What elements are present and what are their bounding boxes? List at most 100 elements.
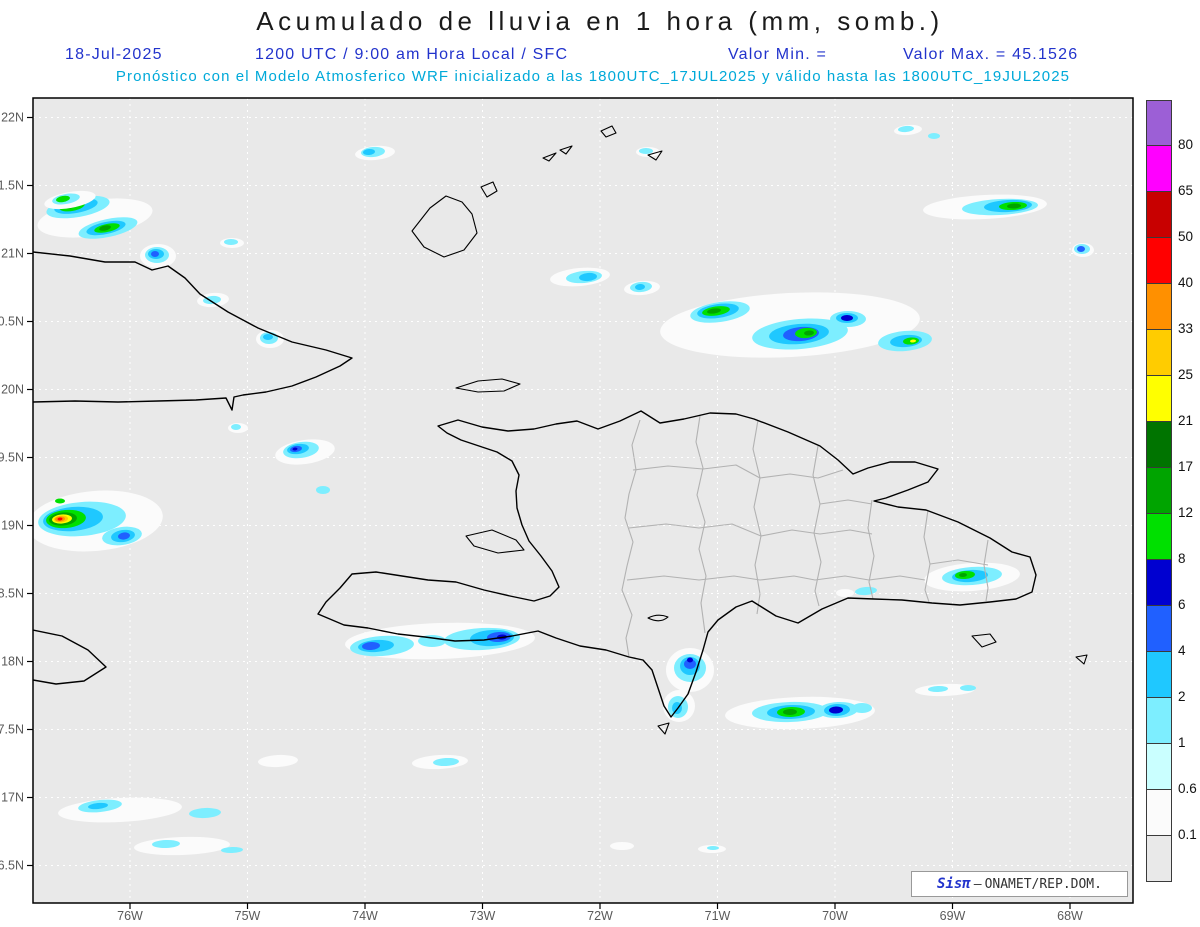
- precip-cell: [928, 133, 940, 139]
- precip-cell: [316, 486, 330, 494]
- province-borders: [621, 415, 989, 658]
- colorbar-box: [1146, 192, 1172, 238]
- precip-cell: [57, 517, 63, 521]
- precip-cell: [707, 308, 721, 314]
- lat-axis-label: 21N: [1, 247, 24, 261]
- axis-labels: 76W 75W 74W 73W 72W 71W 70W 69W 68W 22N 1.5N 21N 0.5…: [0, 111, 1083, 924]
- island-great-inagua: [411, 195, 478, 258]
- colorbar-box: [1146, 514, 1172, 560]
- valor-min-label: Valor Min. =: [728, 46, 828, 63]
- lon-axis-label: 76W: [117, 909, 143, 923]
- plot-border: [32, 97, 1134, 904]
- precip-cell: [433, 757, 459, 767]
- lat-axis-label: 22N: [1, 111, 24, 125]
- lon-axis-label: 68W: [1057, 909, 1083, 923]
- colorbar-label: 4: [1178, 643, 1186, 658]
- precip-cell: [418, 635, 446, 647]
- precip-cell: [263, 334, 273, 340]
- lat-axis-label: 6.5N: [0, 859, 24, 873]
- precip-cell: [118, 532, 130, 540]
- lat-axis-label: 19N: [1, 519, 24, 533]
- date-label: 18-Jul-2025: [65, 46, 163, 63]
- precip-cell: [687, 657, 693, 663]
- lon-axis-label: 75W: [235, 909, 261, 923]
- colorbar-box: [1146, 422, 1172, 468]
- precip-cell: [635, 283, 645, 291]
- island-mona: [1075, 654, 1088, 665]
- colorbar-box: [1146, 744, 1172, 790]
- province-line: [752, 419, 762, 615]
- colorbar-box: [1146, 836, 1172, 882]
- precip-cell: [841, 315, 853, 321]
- lon-axis-label: 73W: [470, 909, 496, 923]
- lon-axis-label: 74W: [352, 909, 378, 923]
- precip-cell: [151, 251, 159, 257]
- colorbar-box: [1146, 606, 1172, 652]
- credit-badge: Sisπ – ONAMET/REP.DOM.: [911, 871, 1128, 897]
- province-line: [695, 415, 707, 634]
- colorbar-box: [1146, 330, 1172, 376]
- colorbar-label: 0.1: [1178, 827, 1197, 842]
- colorbar: [1146, 100, 1172, 882]
- precip-cell: [231, 424, 241, 430]
- colorbar-label: 8: [1178, 551, 1186, 566]
- island-turks-caicos: [542, 125, 663, 162]
- precip-cell: [56, 195, 70, 203]
- colorbar-label: 80: [1178, 137, 1194, 152]
- precip-cell: [99, 225, 111, 231]
- precip-cell: [258, 754, 298, 768]
- lat-axis-label: 7.5N: [0, 723, 24, 737]
- precip-cell: [829, 706, 843, 714]
- coastline-jamaica: [33, 629, 107, 685]
- precip-cell: [1077, 246, 1085, 252]
- model-run-label: Pronóstico con el Modelo Atmosferico WRF…: [115, 68, 1071, 85]
- colorbar-box: [1146, 238, 1172, 284]
- precip-cell: [959, 572, 967, 578]
- coastlines: [33, 125, 1088, 735]
- colorbar-box: [1146, 652, 1172, 698]
- map-background: [33, 98, 1133, 903]
- colorbar-label: 33: [1178, 321, 1194, 336]
- colorbar-label: 0.6: [1178, 781, 1197, 796]
- lake-enriquillo: [647, 614, 669, 622]
- precip-cell: [203, 295, 221, 305]
- lat-axis-label: 1.5N: [0, 179, 24, 193]
- lat-axis-label: 20N: [1, 383, 24, 397]
- province-line: [632, 464, 761, 479]
- lon-axis-label: 69W: [940, 909, 966, 923]
- colorbar-box: [1146, 560, 1172, 606]
- colorbar-box: [1146, 284, 1172, 330]
- credit-text: ONAMET/REP.DOM.: [984, 876, 1102, 892]
- precip-cell: [362, 641, 380, 651]
- credit-dash: –: [973, 876, 982, 892]
- island-gonave: [465, 529, 525, 554]
- island-little-inagua: [480, 181, 498, 198]
- precip-cell: [610, 842, 634, 850]
- lon-axis-label: 71W: [705, 909, 731, 923]
- province-line: [983, 539, 989, 602]
- colorbar-label: 40: [1178, 275, 1194, 290]
- colorbar-box: [1146, 376, 1172, 422]
- precip-cell: [804, 330, 814, 336]
- precip-cell: [910, 339, 916, 343]
- coastline-cuba: [33, 251, 353, 411]
- border-haiti-dr: [621, 419, 641, 658]
- precip-cell: [221, 846, 243, 854]
- page-title: Acumulado de lluvia en 1 hora (mm, somb.…: [256, 6, 944, 36]
- colorbar-label: 2: [1178, 689, 1186, 704]
- precip-cell: [1007, 203, 1021, 209]
- colorbar-label: 21: [1178, 413, 1194, 428]
- colorbar-box: [1146, 468, 1172, 514]
- colorbar-label: 65: [1178, 183, 1194, 198]
- island-tortuga: [455, 378, 521, 393]
- precip-cell: [363, 148, 375, 156]
- lon-axis-label: 70W: [822, 909, 848, 923]
- colorbar-box: [1146, 790, 1172, 836]
- precip-cell: [684, 659, 696, 669]
- province-line: [626, 575, 926, 581]
- colorbar-label: 25: [1178, 367, 1194, 382]
- colorbar-box: [1146, 146, 1172, 192]
- sispi-logo: Sisπ: [937, 876, 971, 892]
- precip-cell: [292, 447, 298, 451]
- precip-cell: [707, 846, 719, 850]
